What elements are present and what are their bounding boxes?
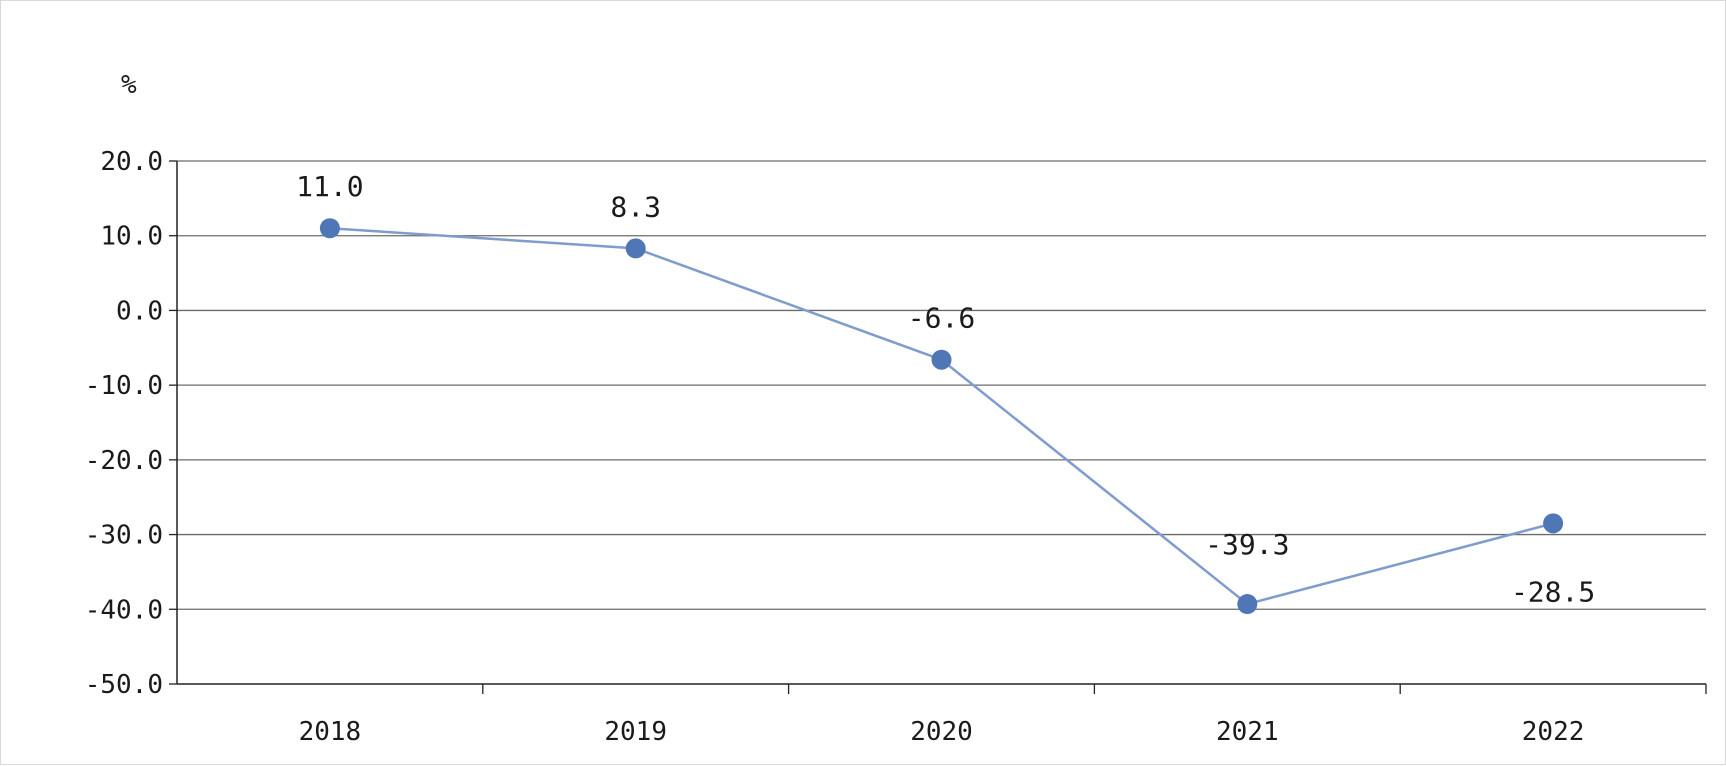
y-tick-label: -10.0 bbox=[85, 371, 163, 401]
data-point bbox=[1237, 594, 1258, 615]
y-unit-label: % bbox=[121, 70, 137, 100]
axes bbox=[176, 161, 1706, 685]
data-label: -28.5 bbox=[1511, 575, 1595, 608]
data-point bbox=[931, 349, 952, 370]
x-axis-ticks: 2018 2019 2020 2021 2022 bbox=[299, 684, 1707, 747]
series-line bbox=[329, 226, 1554, 606]
data-label: 8.3 bbox=[610, 190, 661, 223]
data-label: 11.0 bbox=[296, 170, 363, 203]
y-tick-label: 10.0 bbox=[100, 222, 163, 252]
gridlines bbox=[177, 160, 1706, 610]
y-tick-label: 20.0 bbox=[100, 147, 163, 177]
y-tick-label: -50.0 bbox=[85, 670, 163, 700]
data-point bbox=[625, 238, 646, 259]
series-group bbox=[319, 218, 1564, 615]
x-tick-label: 2020 bbox=[910, 717, 973, 747]
y-tick-label: -30.0 bbox=[85, 521, 163, 551]
data-label: -6.6 bbox=[908, 302, 975, 335]
x-tick-label: 2021 bbox=[1216, 717, 1279, 747]
y-tick-label: 0.0 bbox=[116, 296, 163, 326]
data-label: -39.3 bbox=[1205, 528, 1289, 561]
data-labels: 11.0 8.3 -6.6 -39.3 -28.5 bbox=[296, 170, 1595, 608]
x-tick-label: 2019 bbox=[604, 717, 667, 747]
y-tick-label: -40.0 bbox=[85, 595, 163, 625]
data-point bbox=[1543, 513, 1564, 534]
x-tick-label: 2022 bbox=[1522, 717, 1585, 747]
data-point bbox=[319, 218, 340, 239]
y-tick-label: -20.0 bbox=[85, 446, 163, 476]
x-tick-label: 2018 bbox=[299, 717, 362, 747]
y-axis-ticks: 20.0 10.0 0.0 -10.0 -20.0 -30.0 -40.0 -50.0 bbox=[85, 147, 177, 700]
